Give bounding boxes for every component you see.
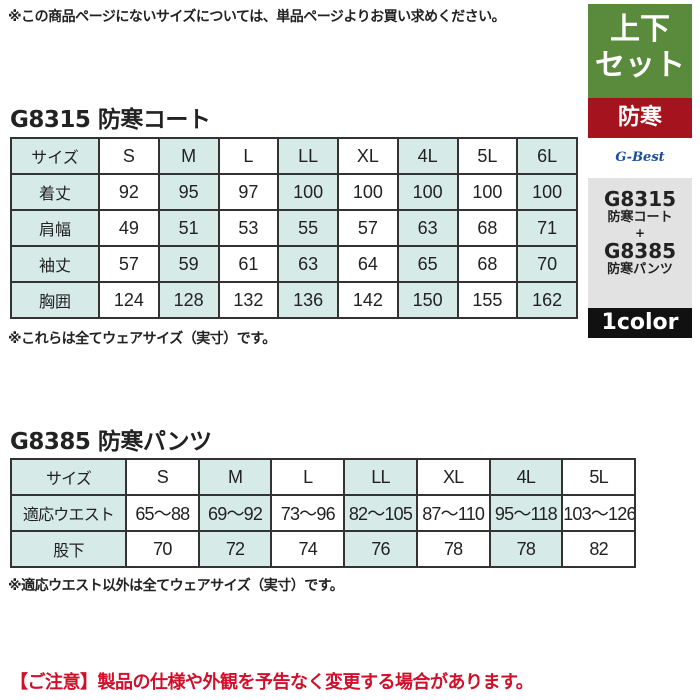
pants-note: ※適応ウエスト以外は全てウェアサイズ（実寸）です。 bbox=[8, 578, 344, 594]
table-cell: 100 bbox=[277, 173, 339, 211]
size-header: XL bbox=[337, 137, 399, 175]
table-cell: 82〜105 bbox=[343, 494, 418, 532]
table-row: 肩幅 49 51 53 55 57 63 68 71 bbox=[10, 209, 578, 247]
size-header: L bbox=[270, 458, 346, 496]
row-label: 股下 bbox=[10, 530, 127, 568]
item2-name: 防寒パンツ bbox=[607, 262, 673, 277]
table-cell: 63 bbox=[277, 245, 339, 283]
size-header: M bbox=[197, 458, 273, 496]
set-line1: 上下 bbox=[610, 12, 670, 47]
table-cell: 69〜92 bbox=[197, 494, 273, 532]
table-cell: 59 bbox=[157, 245, 220, 283]
table-cell: 78 bbox=[488, 530, 564, 568]
table-cell: 61 bbox=[217, 245, 280, 283]
brand-logo: G-Best bbox=[615, 150, 665, 165]
coat-title: G8315 防寒コート bbox=[10, 107, 211, 133]
size-header: 4L bbox=[396, 137, 459, 175]
table-cell: 95〜118 bbox=[488, 494, 564, 532]
header-row: サイズ S M L LL XL 4L 5L bbox=[10, 458, 636, 496]
row-label: 適応ウエスト bbox=[10, 494, 127, 532]
table-cell: 68 bbox=[456, 245, 519, 283]
table-row: 股下 70 72 74 76 78 78 82 bbox=[10, 530, 636, 568]
table-cell: 68 bbox=[456, 209, 519, 247]
row-label: 肩幅 bbox=[10, 209, 100, 247]
set-badge: 上下 セット bbox=[588, 4, 692, 98]
table-cell: 103〜126 bbox=[561, 494, 636, 532]
table-cell: 65〜88 bbox=[125, 494, 200, 532]
table-cell: 71 bbox=[516, 209, 578, 247]
table-cell: 74 bbox=[270, 530, 346, 568]
item1-code: G8315 bbox=[603, 187, 677, 211]
table-cell: 73〜96 bbox=[270, 494, 346, 532]
coat-size-table: サイズ S M L LL XL 4L 5L 6L 着丈 92 95 97 100 100 100 100 100 肩… bbox=[10, 137, 578, 319]
table-cell: 100 bbox=[516, 173, 578, 211]
table-cell: 87〜110 bbox=[415, 494, 491, 532]
item2-code: G8385 bbox=[603, 239, 677, 263]
table-cell: 162 bbox=[516, 281, 578, 319]
table-cell: 51 bbox=[157, 209, 220, 247]
category-badge: 防寒 bbox=[588, 98, 692, 138]
table-cell: 128 bbox=[157, 281, 220, 319]
size-header: 6L bbox=[516, 137, 578, 175]
table-cell: 124 bbox=[98, 281, 160, 319]
table-cell: 150 bbox=[396, 281, 459, 319]
row-label: 袖丈 bbox=[10, 245, 100, 283]
table-cell: 63 bbox=[396, 209, 459, 247]
table-cell: 72 bbox=[197, 530, 273, 568]
top-note: ※この商品ページにないサイズについては、単品ページよりお買い求めください。 bbox=[8, 9, 506, 25]
size-header: 5L bbox=[561, 458, 636, 496]
table-row: 胸囲 124 128 132 136 142 150 155 162 bbox=[10, 281, 578, 319]
table-cell: 57 bbox=[337, 209, 399, 247]
item1-name: 防寒コート bbox=[607, 210, 673, 225]
table-row: 袖丈 57 59 61 63 64 65 68 70 bbox=[10, 245, 578, 283]
table-cell: 97 bbox=[217, 173, 280, 211]
row-label: 着丈 bbox=[10, 173, 100, 211]
header-row: サイズ S M L LL XL 4L 5L 6L bbox=[10, 137, 578, 175]
table-cell: 53 bbox=[217, 209, 280, 247]
table-cell: 100 bbox=[456, 173, 519, 211]
table-cell: 49 bbox=[98, 209, 160, 247]
size-header: L bbox=[217, 137, 280, 175]
table-cell: 136 bbox=[277, 281, 339, 319]
size-header: XL bbox=[415, 458, 491, 496]
row-label: 胸囲 bbox=[10, 281, 100, 319]
coat-note: ※これらは全てウェアサイズ（実寸）です。 bbox=[8, 331, 276, 347]
size-header: 5L bbox=[456, 137, 519, 175]
table-cell: 70 bbox=[125, 530, 200, 568]
plus-sign: + bbox=[634, 226, 646, 240]
row-label: サイズ bbox=[10, 458, 127, 496]
table-cell: 132 bbox=[217, 281, 280, 319]
table-cell: 100 bbox=[337, 173, 399, 211]
caution-note: 【ご注意】製品の仕様や外観を予告なく変更する場合があります。 bbox=[10, 672, 534, 693]
table-cell: 65 bbox=[396, 245, 459, 283]
table-cell: 57 bbox=[98, 245, 160, 283]
table-cell: 92 bbox=[98, 173, 160, 211]
row-label: サイズ bbox=[10, 137, 100, 175]
table-cell: 95 bbox=[157, 173, 220, 211]
table-row: 適応ウエスト 65〜88 69〜92 73〜96 82〜105 87〜110 95〜118 1… bbox=[10, 494, 636, 532]
size-header: S bbox=[125, 458, 200, 496]
size-header: S bbox=[98, 137, 160, 175]
table-cell: 155 bbox=[456, 281, 519, 319]
table-cell: 70 bbox=[516, 245, 578, 283]
table-cell: 76 bbox=[343, 530, 418, 568]
table-cell: 64 bbox=[337, 245, 399, 283]
table-cell: 82 bbox=[561, 530, 636, 568]
size-header: M bbox=[157, 137, 220, 175]
pants-size-table: サイズ S M L LL XL 4L 5L 適応ウエスト 65〜88 69〜92 73〜96 82〜10… bbox=[10, 458, 636, 568]
set-items-box: G8315 防寒コート + G8385 防寒パンツ bbox=[588, 178, 692, 308]
set-line2: セット bbox=[595, 48, 685, 83]
size-header: 4L bbox=[488, 458, 564, 496]
color-count-badge: 1color bbox=[588, 308, 692, 338]
size-header: LL bbox=[277, 137, 339, 175]
pants-title: G8385 防寒パンツ bbox=[10, 429, 212, 455]
table-cell: 100 bbox=[396, 173, 459, 211]
table-cell: 55 bbox=[277, 209, 339, 247]
table-row: 着丈 92 95 97 100 100 100 100 100 bbox=[10, 173, 578, 211]
table-cell: 78 bbox=[415, 530, 491, 568]
table-cell: 142 bbox=[337, 281, 399, 319]
size-header: LL bbox=[343, 458, 418, 496]
